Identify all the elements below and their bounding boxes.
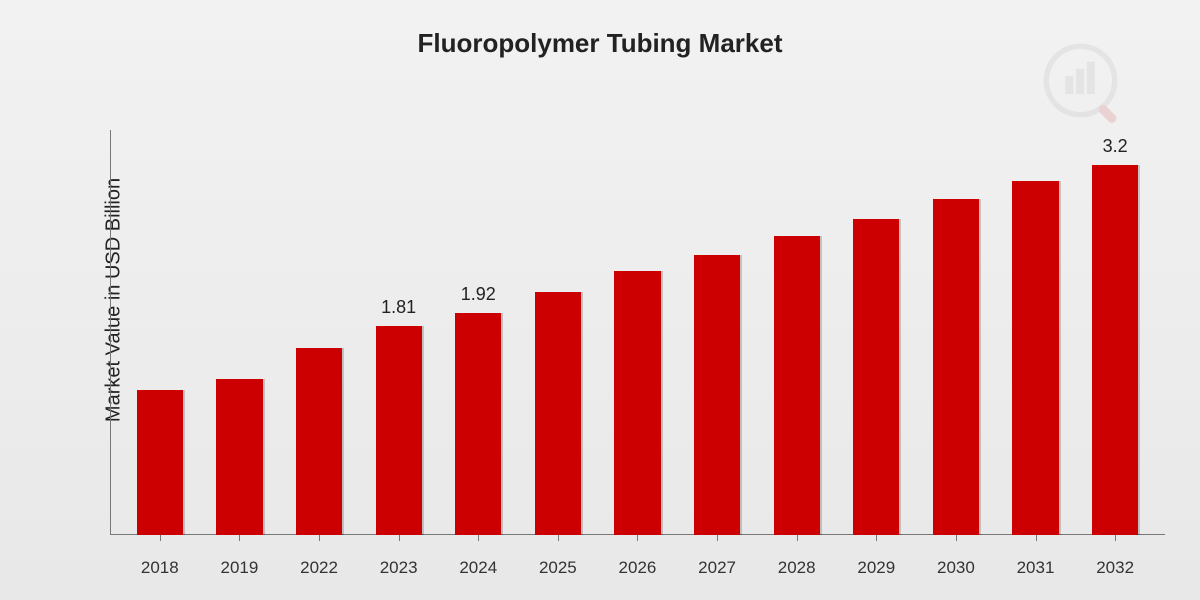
bar xyxy=(137,390,183,535)
x-tick xyxy=(239,535,240,541)
bar xyxy=(853,219,899,535)
x-axis-labels: 2018201920222023202420252026202720282029… xyxy=(110,558,1165,578)
bars-container: 1.81 1.92 3.2 xyxy=(110,130,1165,535)
bar-value-label: 3.2 xyxy=(1103,136,1128,157)
bar xyxy=(933,199,979,535)
x-axis-label: 2023 xyxy=(359,558,439,578)
bar-slot xyxy=(279,130,359,535)
chart-plot-area: 1.81 1.92 3.2 xyxy=(110,130,1165,535)
x-axis-label: 2029 xyxy=(836,558,916,578)
bar-slot xyxy=(200,130,280,535)
bar xyxy=(455,313,501,535)
x-axis-label: 2032 xyxy=(1075,558,1155,578)
x-axis-label: 2019 xyxy=(200,558,280,578)
x-axis-label: 2028 xyxy=(757,558,837,578)
x-tick xyxy=(1036,535,1037,541)
x-axis-label: 2022 xyxy=(279,558,359,578)
x-axis-label: 2027 xyxy=(677,558,757,578)
x-tick xyxy=(717,535,718,541)
x-tick xyxy=(637,535,638,541)
bar xyxy=(216,379,262,535)
x-tick xyxy=(876,535,877,541)
bar-slot: 1.81 xyxy=(359,130,439,535)
bar xyxy=(614,271,660,535)
x-tick xyxy=(797,535,798,541)
bar xyxy=(535,292,581,535)
bar-value-label: 1.81 xyxy=(381,297,416,318)
bar xyxy=(1012,181,1058,535)
bar-slot xyxy=(598,130,678,535)
x-axis-label: 2026 xyxy=(598,558,678,578)
x-tick xyxy=(160,535,161,541)
x-axis-label: 2018 xyxy=(120,558,200,578)
x-tick xyxy=(478,535,479,541)
bar-slot: 3.2 xyxy=(1075,130,1155,535)
x-tick xyxy=(956,535,957,541)
bar xyxy=(296,348,342,535)
chart-title: Fluoropolymer Tubing Market xyxy=(0,28,1200,59)
bar-slot xyxy=(757,130,837,535)
x-axis-label: 2024 xyxy=(438,558,518,578)
x-tick xyxy=(399,535,400,541)
x-axis-label: 2025 xyxy=(518,558,598,578)
bar-slot: 1.92 xyxy=(438,130,518,535)
bar-value-label: 1.92 xyxy=(461,284,496,305)
bar xyxy=(694,255,740,535)
x-tick xyxy=(319,535,320,541)
bar xyxy=(376,326,422,535)
watermark-logo xyxy=(1040,40,1130,130)
x-tick xyxy=(558,535,559,541)
bar xyxy=(1092,165,1138,535)
x-tick xyxy=(1115,535,1116,541)
x-axis-label: 2030 xyxy=(916,558,996,578)
bar-slot xyxy=(518,130,598,535)
bar-slot xyxy=(996,130,1076,535)
bar-slot xyxy=(120,130,200,535)
bar-slot xyxy=(677,130,757,535)
bar-slot xyxy=(916,130,996,535)
bar xyxy=(774,236,820,535)
x-axis-label: 2031 xyxy=(996,558,1076,578)
bar-slot xyxy=(836,130,916,535)
